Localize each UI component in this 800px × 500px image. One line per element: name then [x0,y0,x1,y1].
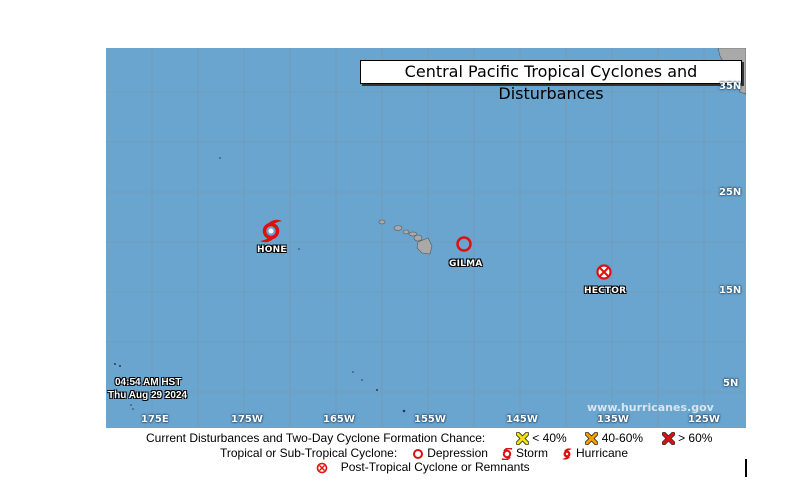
lon-label-135w: 135W [597,414,629,425]
storm-label-hector: HECTOR [584,286,627,296]
legend-chance-mid: 40-60% [601,431,644,445]
timestamp-time: 04:54 AM HST [115,377,182,388]
hawaiian-islands [378,219,433,255]
timestamp-date: Thu Aug 29 2024 [108,390,188,401]
lat-label-5n: 5N [723,378,739,389]
hurricane-icon[interactable] [260,219,282,243]
legend-chance-high: > 60% [678,431,713,445]
post-tropical-legend-icon [316,462,328,474]
storm-label-gilma: GILMA [449,259,483,269]
lon-label-165w: 165W [323,414,355,425]
storm-legend-icon [501,447,512,460]
depression-icon[interactable] [456,236,472,252]
legend-post-tropical-row: Post-Tropical Cyclone or Remnants [316,460,530,474]
lat-label-25n: 25N [719,187,742,198]
lon-label-155w: 155W [414,414,446,425]
map-panel [106,48,746,428]
x-mark-yellow-icon [515,432,529,446]
map-graphics [106,48,746,428]
storm-label-hone: HONE [257,245,287,255]
text-cursor [745,459,747,477]
lat-label-35n: 35N [719,81,742,92]
depression-legend-icon [412,448,423,459]
lon-label-175w: 175W [231,414,263,425]
lat-lon-grid [106,48,746,428]
legend-chance-low: < 40% [532,431,567,445]
legend-post-tropical: Post-Tropical Cyclone or Remnants [340,460,530,474]
lon-label-145w: 145W [506,414,538,425]
legend-hurricane: Hurricane [576,446,629,460]
legend-cyclone-row: Tropical or Sub-Tropical Cyclone: Depres… [220,446,628,460]
legend-storm: Storm [515,446,548,460]
map-title: Central Pacific Tropical Cyclones and Di… [360,60,742,103]
hurricane-legend-icon [561,448,572,460]
small-islands [114,157,406,413]
legend-disturbances-row: Current Disturbances and Two-Day Cyclone… [146,431,713,446]
lon-label-175e: 175E [141,414,169,425]
x-mark-orange-icon [585,432,599,446]
post-tropical-icon[interactable] [596,264,612,280]
lon-label-125w: 125W [688,414,720,425]
legend-depression: Depression [427,446,488,460]
x-mark-red-icon [661,432,675,446]
credit-url[interactable]: www.hurricanes.gov [587,401,714,414]
legend-disturbances-label: Current Disturbances and Two-Day Cyclone… [146,431,486,445]
legend-cyclone-label: Tropical or Sub-Tropical Cyclone: [220,446,398,460]
lat-label-15n: 15N [719,285,742,296]
